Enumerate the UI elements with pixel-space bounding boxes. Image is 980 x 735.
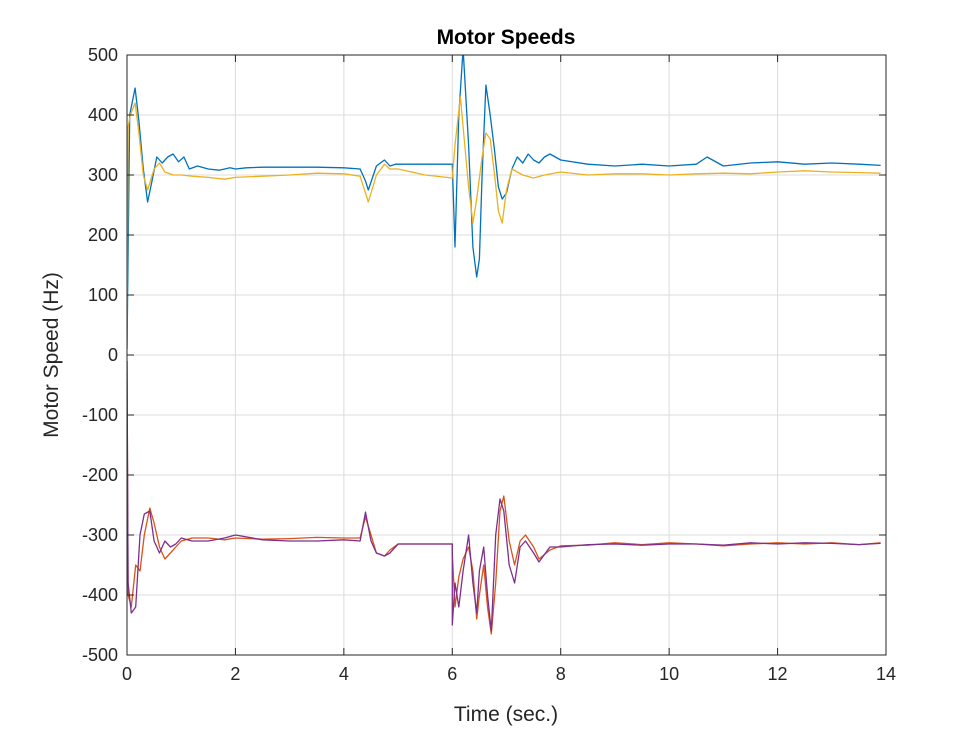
series-line-4 [127,360,881,632]
x-tick-label: 4 [339,664,349,684]
y-tick-label: -200 [82,465,118,485]
x-tick-label: 10 [659,664,679,684]
y-tick-label: 0 [108,345,118,365]
y-tick-label: -300 [82,525,118,545]
x-tick-label: 8 [556,664,566,684]
x-axis-label: Time (sec.) [454,703,558,726]
x-tick-label: 14 [876,664,896,684]
y-tick-label: -500 [82,645,118,665]
y-tick-label: -100 [82,405,118,425]
series-lines [127,55,881,635]
series-line-1 [127,55,881,350]
y-axis-label: Motor Speed (Hz) [40,272,63,438]
series-line-2 [127,96,881,350]
y-tick-label: 200 [88,225,118,245]
y-tick-label: -400 [82,585,118,605]
y-tick-label: 500 [88,45,118,65]
x-tick-label: 6 [447,664,457,684]
x-tick-label: 0 [122,664,132,684]
x-tick-label: 2 [230,664,240,684]
y-tick-label: 300 [88,165,118,185]
x-tick-label: 12 [768,664,788,684]
chart-title: Motor Speeds [437,26,576,49]
y-tick-label: 100 [88,285,118,305]
y-tick-label: 400 [88,105,118,125]
axis-ticks: 0 2 4 6 8 10 12 14 -500 -400 -300 -200 -100 0 100 200 30… [82,45,896,684]
